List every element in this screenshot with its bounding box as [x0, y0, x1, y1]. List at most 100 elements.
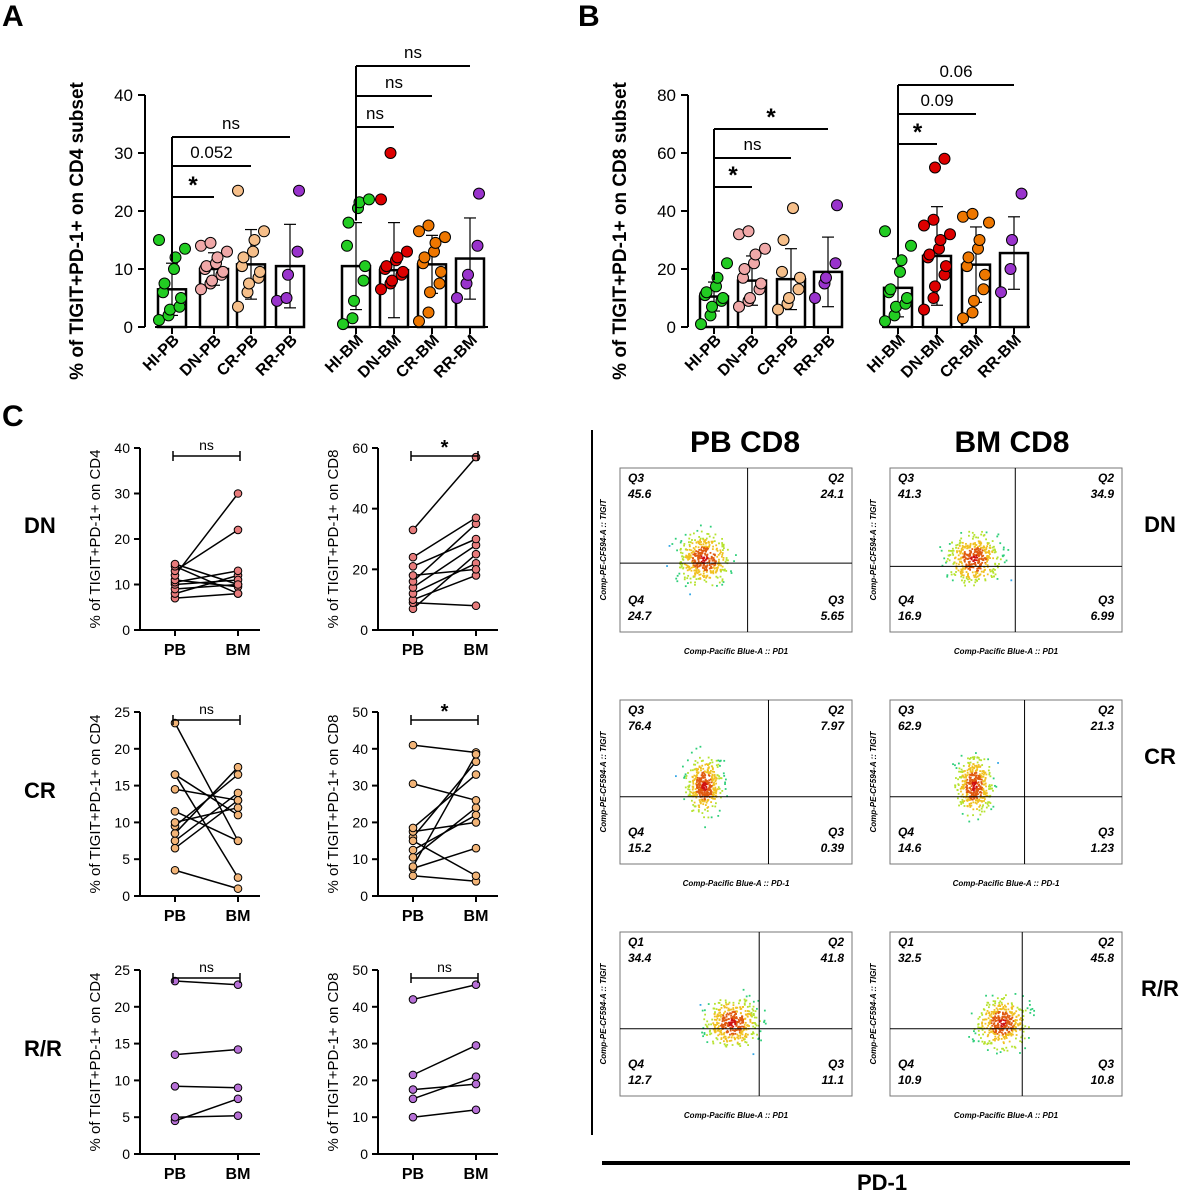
data-point — [170, 559, 180, 569]
flow-event — [1011, 1033, 1014, 1036]
flow-event — [717, 786, 720, 789]
flow-event — [960, 560, 963, 563]
flow-event — [961, 541, 964, 544]
flow-event — [744, 1010, 747, 1012]
pair-line — [174, 1114, 239, 1118]
data-point — [962, 251, 975, 264]
flow-event — [985, 531, 988, 534]
flow-event — [686, 759, 689, 762]
data-point — [341, 239, 353, 252]
flow-event — [711, 584, 714, 587]
flow-event — [693, 559, 696, 562]
data-point — [397, 265, 409, 278]
flow-event — [963, 554, 966, 557]
flow-event — [975, 790, 977, 793]
flow-event — [977, 546, 979, 548]
flow-event — [714, 1024, 717, 1027]
flow-event — [700, 799, 703, 802]
flow-event — [975, 771, 978, 774]
flow-q-value: 12.7 — [628, 1073, 653, 1087]
flow-event — [982, 1008, 985, 1011]
flow-event — [676, 580, 679, 583]
flow-event — [713, 558, 716, 561]
flow-event — [961, 562, 963, 565]
data-point — [221, 245, 233, 258]
flow-event — [708, 544, 711, 546]
flow-event — [681, 552, 684, 555]
flow-event — [1004, 1011, 1007, 1014]
flow-event — [703, 793, 706, 796]
flow-event — [713, 564, 716, 567]
flow-event — [945, 560, 948, 563]
flow-event — [739, 1027, 742, 1029]
flow-event — [979, 766, 981, 768]
flow-event — [745, 1036, 748, 1038]
flow-event — [983, 566, 986, 568]
flow-x-label: Comp-Pacific Blue-A :: PD1 — [954, 647, 1059, 656]
flow-event — [983, 758, 986, 761]
flow-event — [725, 1003, 728, 1006]
flow-event — [693, 801, 696, 804]
flow-event — [958, 550, 961, 552]
flow-event — [705, 575, 708, 578]
flow-event — [720, 796, 722, 799]
flow-event — [992, 1030, 995, 1033]
flow-event — [696, 781, 698, 783]
flow-event — [704, 804, 707, 806]
data-point — [879, 315, 891, 328]
flow-event — [697, 558, 700, 560]
flow-event — [720, 1015, 722, 1018]
flow-event — [730, 1032, 733, 1035]
flow-event — [710, 555, 713, 558]
flow-event — [719, 999, 722, 1002]
flow-event — [722, 556, 725, 559]
flow-event — [1002, 1047, 1004, 1050]
flow-event — [992, 805, 995, 808]
flow-event — [955, 544, 958, 547]
flow-event — [698, 536, 701, 538]
flow-event — [1003, 1023, 1006, 1025]
flow-event — [970, 804, 973, 807]
flow-event — [1005, 1035, 1008, 1038]
flow-event — [946, 557, 949, 560]
flow-event — [958, 558, 960, 561]
flow-event — [709, 567, 712, 569]
flow-event — [713, 1030, 716, 1033]
data-point — [439, 231, 451, 244]
data-point — [375, 283, 387, 296]
flow-event — [702, 793, 704, 796]
flow-event — [973, 548, 976, 551]
sig-label: ns — [199, 701, 214, 717]
flow-event — [708, 545, 711, 548]
flow-event — [979, 790, 982, 793]
data-point — [359, 260, 371, 273]
flow-event — [704, 798, 706, 801]
flow-event — [681, 555, 683, 558]
flow-event — [1007, 1002, 1009, 1005]
flow-event — [974, 545, 976, 548]
flow-event — [727, 559, 729, 562]
flow-event — [1020, 1026, 1023, 1029]
flow-event — [712, 793, 715, 796]
flow-event — [978, 783, 980, 786]
flow-event — [965, 796, 967, 799]
y-tick-label: 30 — [114, 486, 130, 502]
flow-event — [711, 768, 714, 771]
flow-event — [698, 792, 701, 794]
flow-event — [1005, 1005, 1007, 1008]
flow-event — [736, 1041, 739, 1044]
flow-event — [968, 762, 970, 765]
flow-event — [973, 777, 976, 780]
flow-event — [718, 1025, 720, 1028]
flow-event — [1003, 561, 1006, 564]
flow-event — [714, 1011, 716, 1013]
flow-event — [683, 572, 685, 575]
data-point — [923, 248, 936, 261]
data-point — [413, 225, 425, 238]
flow-event — [708, 541, 710, 544]
flow-event — [1005, 1046, 1008, 1049]
flow-event — [696, 779, 698, 782]
flow-event — [721, 553, 724, 556]
flow-event — [731, 1017, 734, 1019]
flow-event — [704, 780, 707, 783]
